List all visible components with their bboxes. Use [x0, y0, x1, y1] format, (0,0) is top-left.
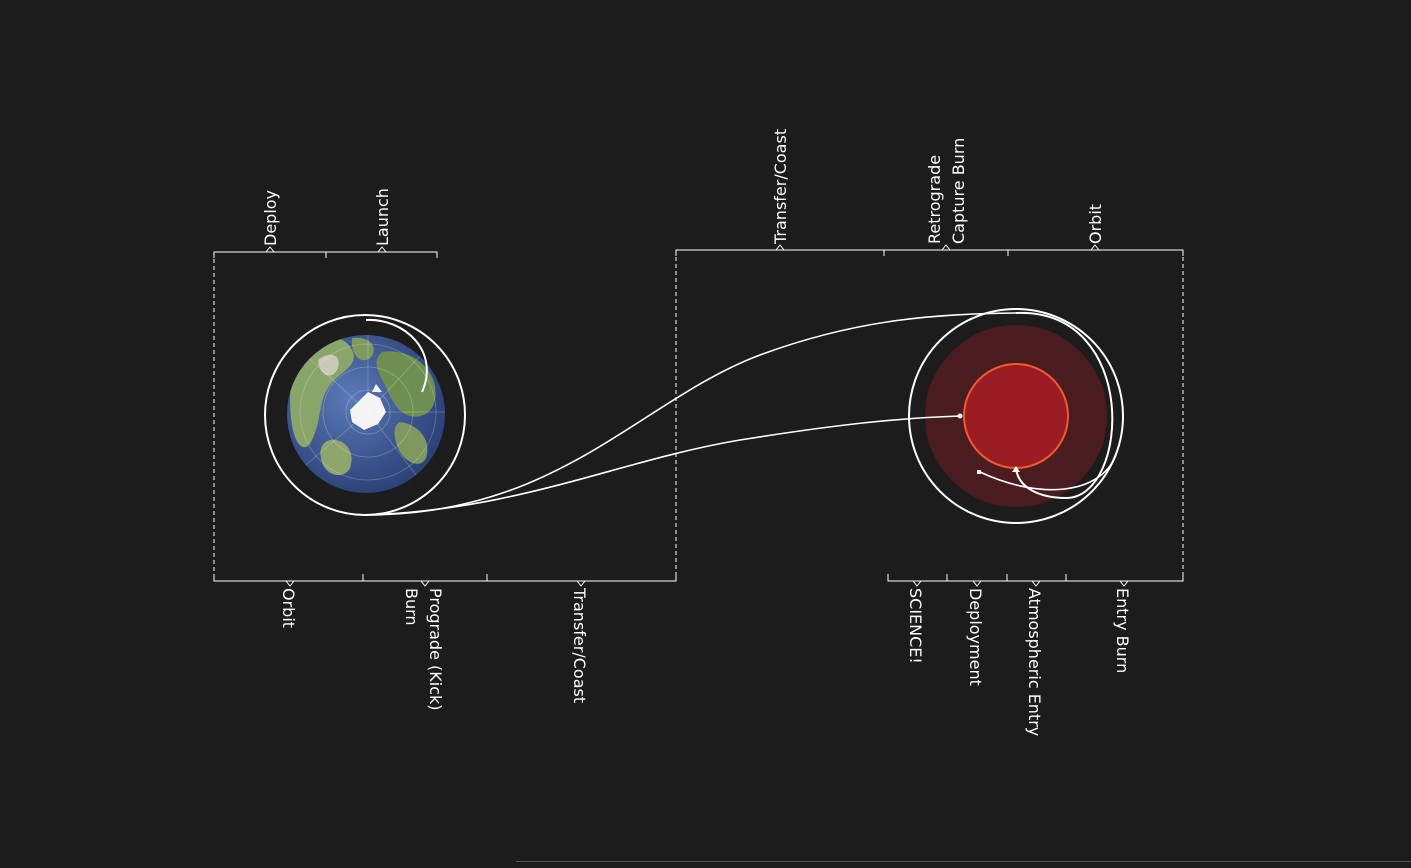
label-launch: Launch — [373, 188, 392, 246]
destination-capture-orbit — [1015, 311, 1114, 500]
label-orbit-origin: Orbit — [279, 588, 298, 628]
probe-marker — [977, 470, 981, 474]
bottom-divider — [516, 861, 1411, 862]
label-prograde: Prograde (Kick) — [426, 588, 445, 711]
earth-globe-icon — [287, 335, 445, 493]
bottom-brackets-origin — [213, 574, 677, 587]
transfer-trajectory-main — [365, 312, 1017, 516]
entry-trajectory — [979, 454, 1117, 491]
label-transfer-coast-top: Transfer/Coast — [771, 129, 790, 245]
launch-trajectory — [365, 318, 428, 393]
label-science: SCIENCE! — [906, 588, 925, 664]
top-brackets-destination — [675, 244, 1184, 256]
label-capture-burn: Capture Burn — [949, 138, 968, 244]
destination-orbit-ring — [908, 308, 1124, 524]
label-deploy: Deploy — [261, 190, 280, 246]
phase-boundaries — [213, 250, 1184, 580]
red-planet-icon — [925, 325, 1107, 507]
top-brackets-origin — [213, 246, 438, 258]
label-prograde-burn: Burn — [402, 588, 421, 626]
label-atmospheric-entry: Atmospheric Entry — [1025, 588, 1044, 736]
deployment-marker — [957, 413, 963, 419]
transfer-trajectory-direct — [365, 415, 961, 516]
label-transfer-coast-bottom: Transfer/Coast — [570, 587, 589, 703]
entry-arrowhead — [1012, 466, 1020, 472]
label-deployment: Deployment — [966, 588, 985, 686]
bottom-brackets-destination — [887, 574, 1184, 587]
origin-orbit-ring — [264, 314, 466, 516]
label-orbit-destination: Orbit — [1086, 204, 1105, 244]
label-entry-burn: Entry Burn — [1113, 588, 1132, 673]
label-retrograde: Retrograde — [925, 155, 944, 244]
